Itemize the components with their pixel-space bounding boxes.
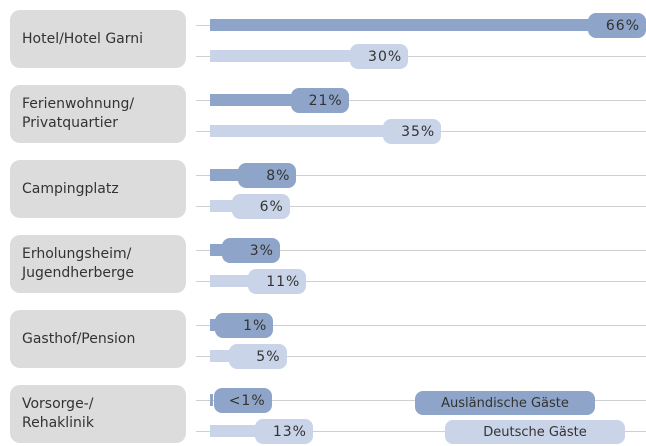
value-label: 35% (383, 119, 442, 144)
value-label: 21% (290, 88, 349, 113)
category-label: Ferienwohnung/ Privatquartier (10, 85, 186, 143)
category-label: Campingplatz (10, 160, 186, 218)
grid-line (196, 250, 646, 251)
bar (210, 19, 646, 31)
value-label: 8% (238, 163, 297, 188)
category-label: Vorsorge-/ Rehaklinik (10, 385, 186, 443)
grid-line (196, 325, 646, 326)
value-label: 1% (215, 313, 274, 338)
value-label: 13% (254, 419, 313, 444)
grid-line (196, 206, 646, 207)
category-label: Gasthof/Pension (10, 310, 186, 368)
value-label: 66% (588, 13, 646, 38)
category-label: Erholungsheim/ Jugendherberge (10, 235, 186, 293)
grid-line (196, 100, 646, 101)
value-label: <1% (213, 388, 272, 413)
value-label: 11% (248, 269, 307, 294)
bar (210, 394, 214, 406)
value-label: 6% (231, 194, 290, 219)
grid-line (196, 281, 646, 282)
value-label: 3% (221, 238, 280, 263)
legend-entry: Ausländische Gäste (415, 391, 595, 415)
value-label: 5% (228, 344, 287, 369)
legend-entry: Deutsche Gäste (445, 420, 625, 444)
category-label: Hotel/Hotel Garni (10, 10, 186, 68)
grid-line (196, 356, 646, 357)
grid-line (196, 175, 646, 176)
bar (210, 319, 217, 331)
grid-line (196, 431, 646, 432)
value-label: 30% (350, 44, 409, 69)
grid-line (196, 56, 646, 57)
